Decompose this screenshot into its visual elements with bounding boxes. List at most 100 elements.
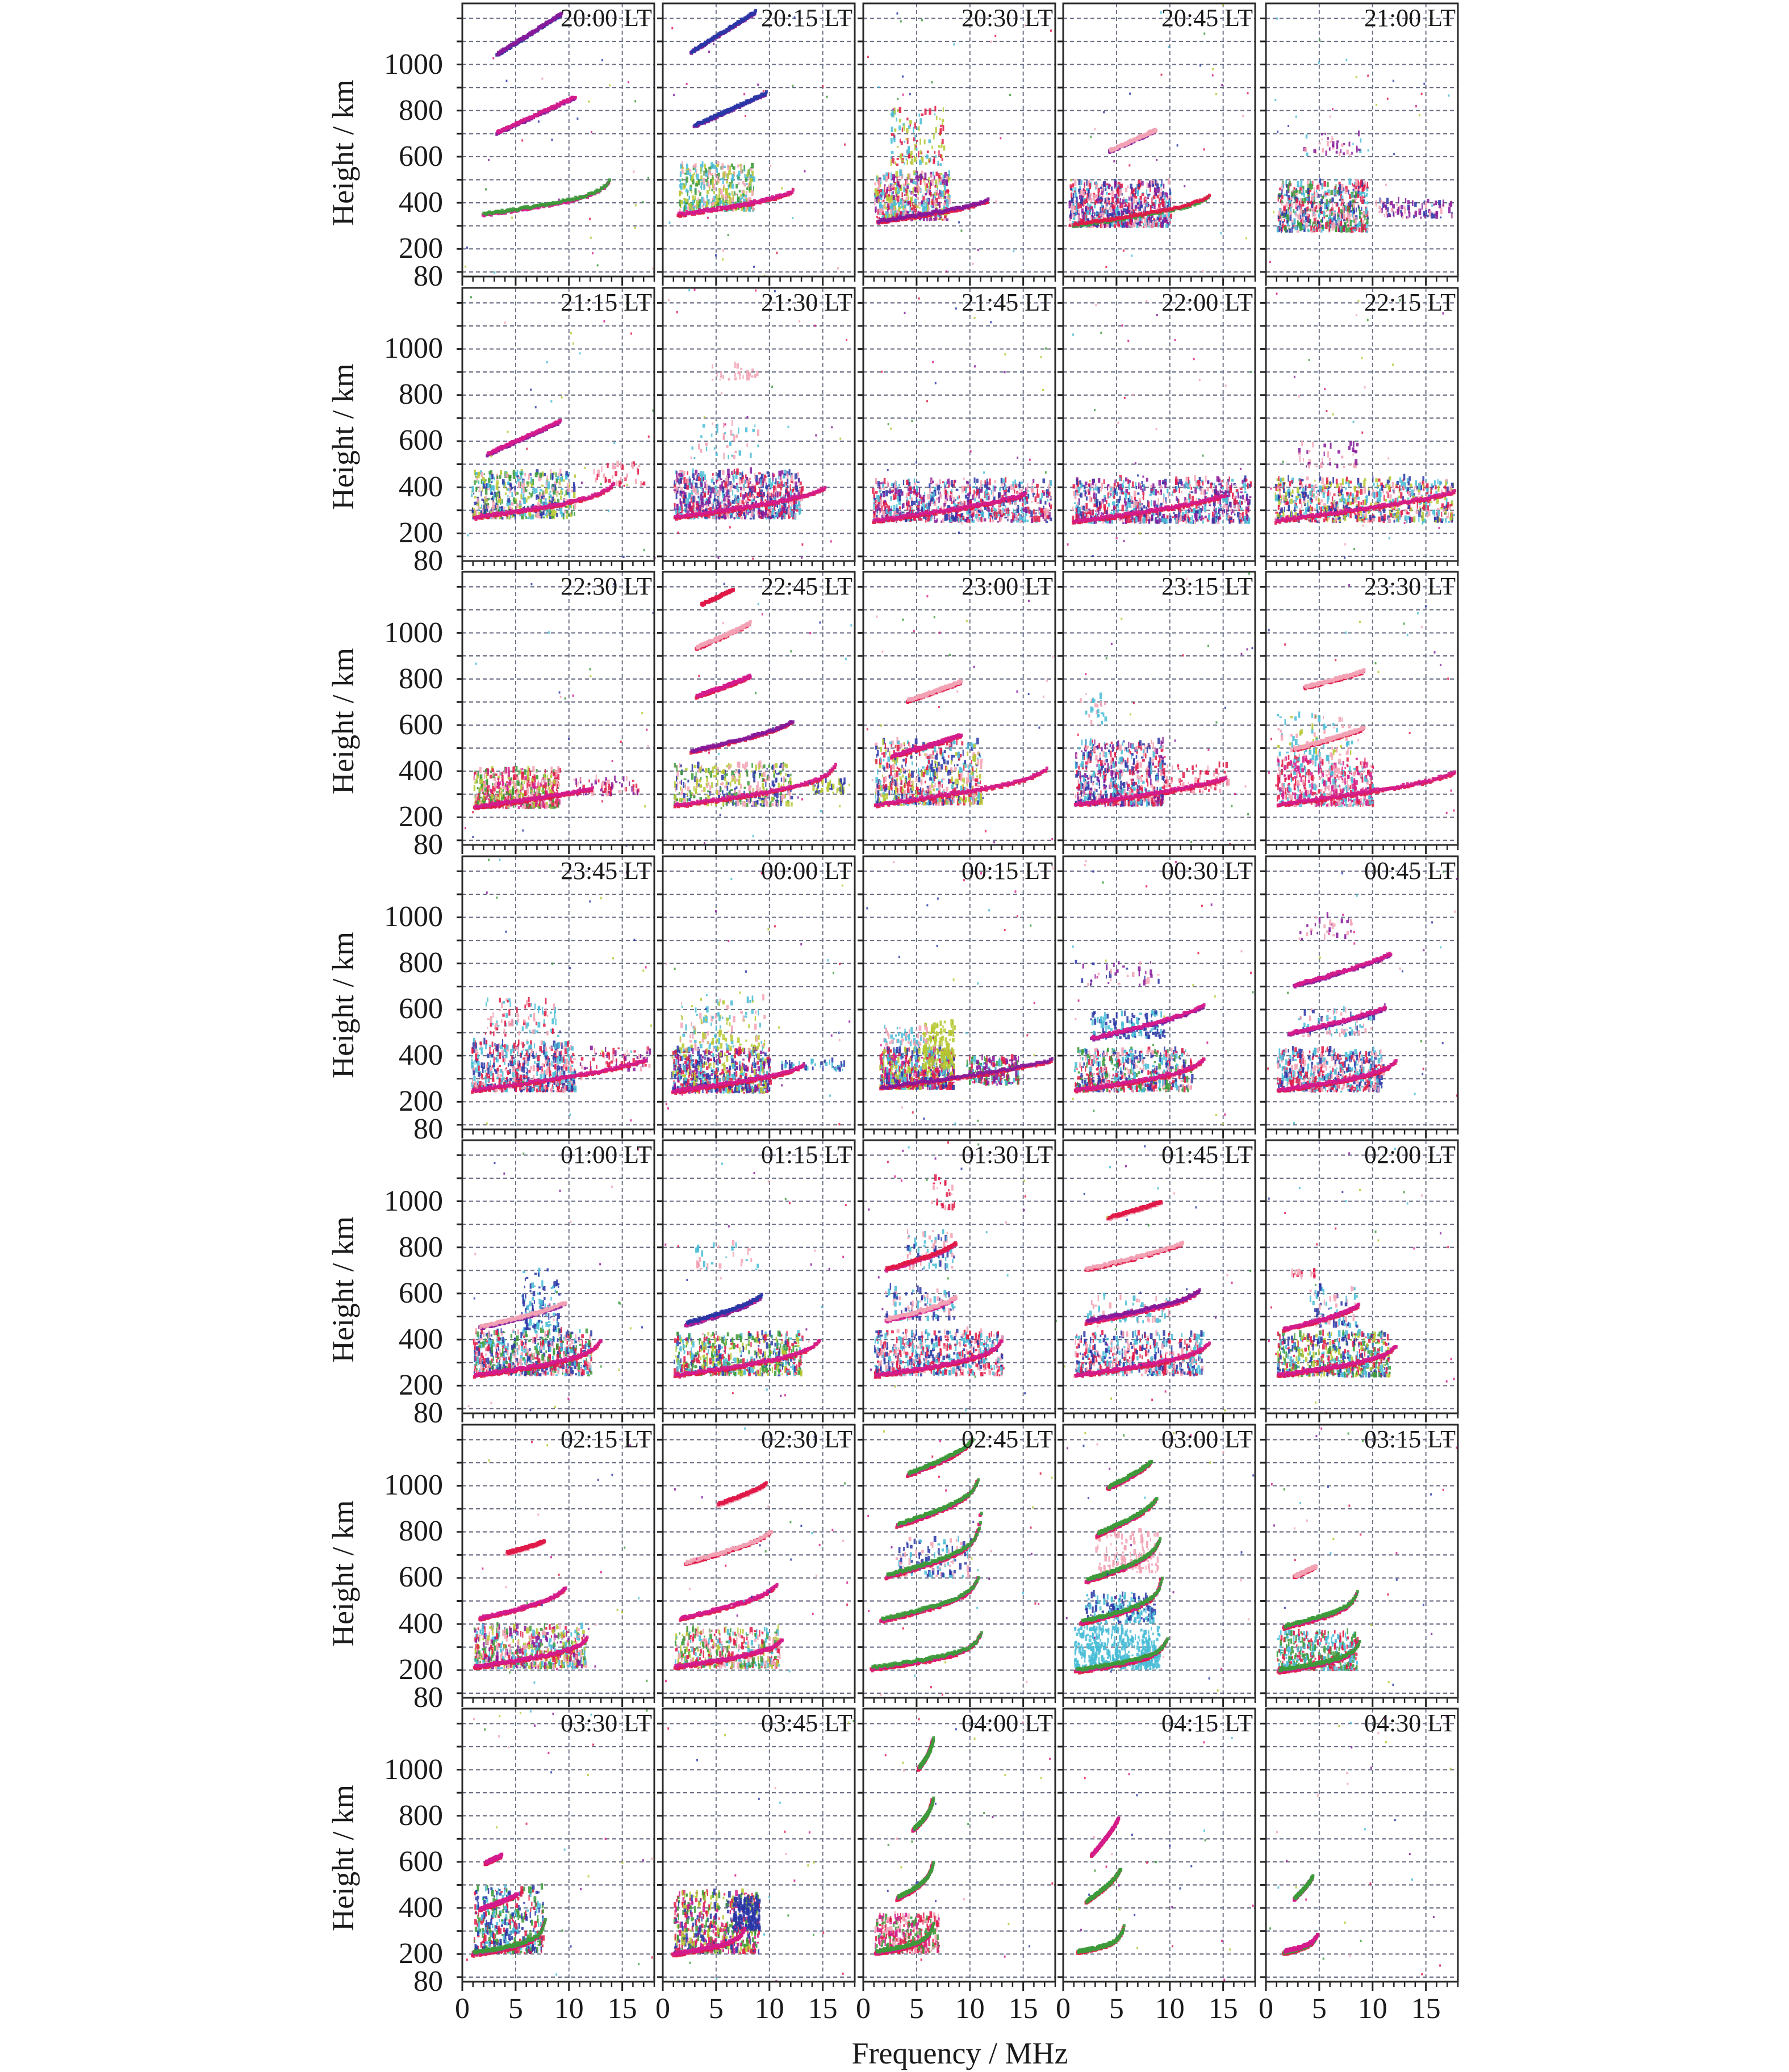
echo-point xyxy=(1365,193,1368,197)
echo-point xyxy=(1393,212,1395,217)
echo-point xyxy=(716,182,718,185)
echo-point xyxy=(1108,200,1110,205)
echo-point xyxy=(745,183,748,185)
echo-point xyxy=(1284,226,1286,232)
echo-point xyxy=(546,475,548,479)
echo-point xyxy=(1109,207,1112,212)
echo-point xyxy=(570,513,572,517)
echo-point xyxy=(560,495,562,500)
echo-point xyxy=(1127,222,1129,225)
echo-point xyxy=(929,160,930,163)
echo-point xyxy=(722,111,725,115)
echo-point xyxy=(919,173,922,181)
echo-point xyxy=(501,517,504,520)
echo-point xyxy=(1146,225,1147,228)
echo-point xyxy=(1293,209,1295,213)
echo-point xyxy=(1193,203,1197,207)
echo-point xyxy=(1108,192,1111,195)
echo-point xyxy=(514,485,516,492)
echo-point xyxy=(1087,218,1090,221)
echo-point xyxy=(1119,198,1122,201)
echo-point xyxy=(1317,222,1320,229)
echo-point xyxy=(923,200,925,205)
echo-point xyxy=(1352,227,1355,229)
echo-point xyxy=(936,185,938,188)
echo-point xyxy=(879,208,883,214)
echo-point xyxy=(885,175,888,182)
echo-point xyxy=(1150,186,1151,192)
noise-point xyxy=(1000,137,1002,140)
echo-point xyxy=(1151,204,1153,208)
echo-point xyxy=(1203,196,1206,200)
echo-point xyxy=(713,183,716,190)
echo-point xyxy=(960,207,964,211)
echo-point xyxy=(1076,202,1078,210)
noise-point xyxy=(1247,92,1249,95)
echo-point xyxy=(569,511,571,515)
echo-point xyxy=(882,215,885,217)
echo-point xyxy=(562,102,566,106)
echo-point xyxy=(1289,210,1292,216)
echo-point xyxy=(1330,213,1332,220)
echo-point xyxy=(943,202,946,206)
echo-point xyxy=(564,493,566,496)
echo-point xyxy=(1079,224,1082,228)
echo-point xyxy=(885,211,887,215)
echo-point xyxy=(711,189,713,191)
echo-point xyxy=(526,481,529,484)
echo-point xyxy=(1115,193,1118,200)
echo-point xyxy=(1366,201,1369,204)
echo-point xyxy=(1182,204,1185,208)
echo-point xyxy=(876,195,880,199)
echo-point xyxy=(498,500,500,504)
echo-point xyxy=(900,211,902,215)
echo-point xyxy=(1118,186,1121,190)
echo-point xyxy=(942,219,944,221)
echo-point xyxy=(879,216,880,220)
echo-point xyxy=(1340,194,1342,199)
echo-point xyxy=(1069,214,1071,218)
echo-point xyxy=(1151,197,1153,204)
echo-point xyxy=(712,116,715,120)
echo-point xyxy=(1318,186,1320,190)
echo-point xyxy=(483,480,485,483)
noise-point xyxy=(1202,270,1204,273)
echo-point xyxy=(1139,221,1141,226)
echo-point xyxy=(1138,206,1142,211)
noise-point xyxy=(1245,237,1248,240)
echo-point xyxy=(1312,206,1315,212)
echo-point xyxy=(1331,217,1334,221)
noise-point xyxy=(792,187,794,190)
echo-point xyxy=(925,154,929,159)
echo-point xyxy=(1299,208,1302,213)
echo-point xyxy=(1414,202,1417,207)
echo-point xyxy=(547,485,550,489)
echo-point xyxy=(944,191,946,195)
echo-point xyxy=(1168,215,1171,219)
echo-point xyxy=(897,202,901,208)
echo-point xyxy=(1413,215,1415,219)
echo-point xyxy=(728,185,729,190)
echo-point xyxy=(1098,187,1100,192)
echo-point xyxy=(1286,220,1289,226)
echo-point xyxy=(1131,219,1133,225)
echo-point xyxy=(1362,219,1365,224)
echo-point xyxy=(500,470,503,475)
echo-point xyxy=(1341,195,1344,200)
echo-point xyxy=(897,195,900,199)
echo-point xyxy=(741,164,742,169)
echo-point xyxy=(732,174,734,179)
echo-point xyxy=(1353,186,1356,193)
echo-point xyxy=(1084,183,1085,186)
echo-point xyxy=(1357,190,1360,195)
echo-point xyxy=(896,157,899,161)
echo-point xyxy=(939,181,942,185)
echo-point xyxy=(528,477,530,480)
echo-point xyxy=(1202,198,1205,202)
echo-point xyxy=(571,489,574,492)
echo-point xyxy=(917,186,921,190)
echo-point xyxy=(573,482,575,486)
echo-point xyxy=(1351,227,1354,233)
noise-point xyxy=(1331,108,1334,111)
noise-point xyxy=(1415,105,1418,108)
